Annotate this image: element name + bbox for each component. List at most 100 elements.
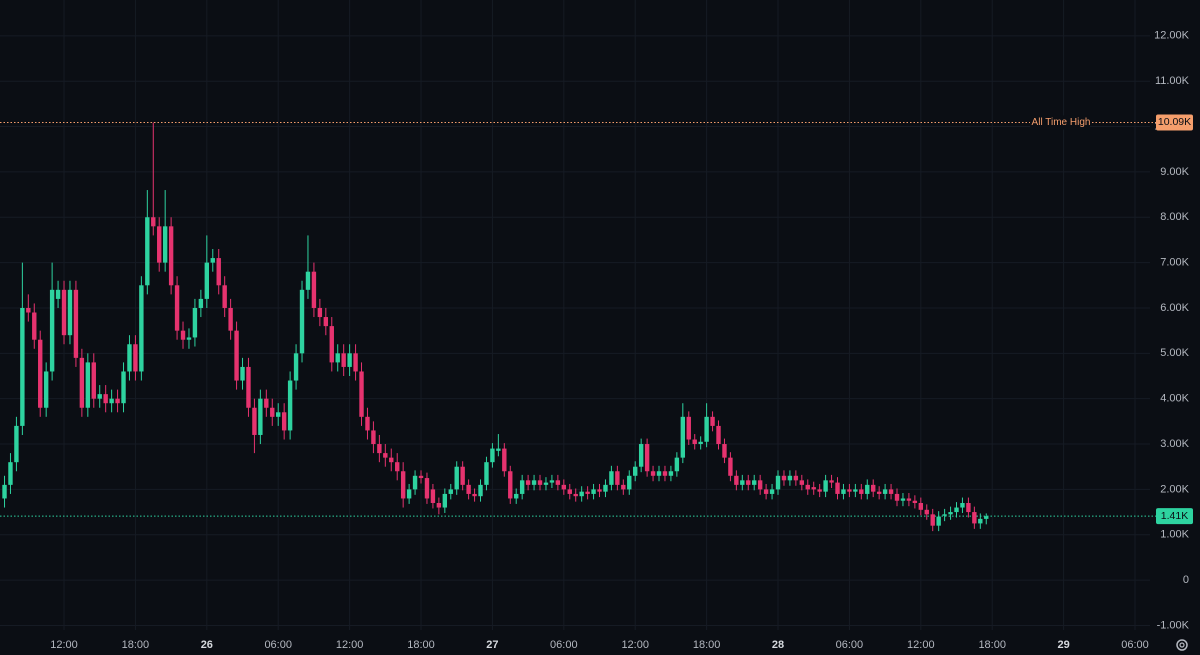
candle-body: [466, 484, 471, 494]
candle-body: [412, 475, 418, 490]
candle-body: [168, 226, 174, 286]
candle-body: [960, 503, 965, 508]
candle-body: [954, 507, 959, 513]
candle-body: [924, 509, 929, 515]
candle-body: [38, 339, 43, 408]
candle-body: [609, 471, 614, 485]
candle-body: [656, 471, 662, 476]
candle-body: [906, 498, 912, 501]
candle-body: [573, 493, 578, 497]
candle-body: [775, 475, 781, 490]
candle-body: [281, 412, 287, 431]
candle-body: [103, 394, 108, 404]
candle-body: [145, 217, 150, 286]
x-tick-label: 18:00: [693, 639, 721, 651]
candle-body: [276, 412, 281, 417]
y-tick-label: 5.00K: [1160, 347, 1189, 359]
y-tick-label: 2.00K: [1160, 483, 1189, 495]
candle-body: [882, 489, 888, 494]
candle-body: [133, 344, 138, 372]
candle-body: [597, 489, 602, 492]
candle-body: [519, 480, 525, 494]
candle-body: [871, 484, 876, 492]
candle-body: [377, 444, 382, 454]
candle-body: [234, 330, 239, 381]
candle-body: [948, 512, 953, 515]
candle-body: [865, 484, 870, 494]
candle-body: [508, 471, 513, 499]
candle-body: [716, 425, 721, 445]
candle-body: [537, 480, 543, 485]
candle-body: [287, 380, 293, 431]
y-tick-label: 0: [1183, 574, 1189, 586]
candle-body: [490, 448, 495, 463]
gear-outer[interactable]: [1176, 639, 1188, 651]
candle-body: [662, 471, 668, 476]
candle-body: [454, 466, 459, 490]
candle-body: [710, 416, 715, 426]
candle-body: [978, 518, 983, 524]
x-tick-label: 12:00: [621, 639, 649, 651]
candle-body: [674, 457, 680, 472]
candle-body: [627, 475, 632, 490]
candle-body: [531, 480, 537, 485]
candle-body: [853, 489, 858, 492]
candle-body: [157, 226, 162, 263]
x-tick-label: 06:00: [264, 639, 292, 651]
candle-body: [240, 366, 245, 381]
candle-body: [912, 500, 918, 504]
candle-body: [746, 480, 751, 485]
y-tick-label: -1.00K: [1157, 619, 1190, 631]
price-badge: [1156, 114, 1193, 131]
candle-body: [151, 217, 156, 227]
candle-body: [787, 475, 793, 481]
candle-body: [61, 289, 67, 336]
candle-body: [984, 516, 989, 519]
candle-body: [930, 514, 935, 526]
candle-body: [514, 493, 519, 499]
candle-body: [210, 258, 215, 263]
candle-body: [633, 466, 638, 476]
candle-body: [972, 512, 977, 524]
candle-body: [198, 298, 204, 308]
axes: -1.00K 0 1.00K 2.00K 3.00K 4.00K 5.00K 6.00K 7.0…: [50, 30, 1193, 651]
candle-body: [698, 441, 703, 445]
candle-body: [478, 484, 483, 497]
candle-body: [127, 344, 132, 372]
candle-body: [91, 362, 96, 399]
candle-body: [43, 371, 49, 408]
candle-body: [335, 353, 340, 363]
candle-body: [888, 489, 894, 494]
candle-body: [734, 475, 739, 485]
candle-body: [252, 407, 257, 435]
candle-body: [20, 307, 25, 426]
settings-icon[interactable]: [1176, 639, 1188, 651]
candle-body: [752, 480, 757, 485]
x-tick-label: 12:00: [907, 639, 935, 651]
candle-body: [329, 326, 334, 363]
candle-body: [900, 498, 906, 501]
candle-body: [555, 480, 561, 485]
candle-body: [894, 493, 900, 501]
candle-body: [496, 448, 501, 451]
candle-body: [442, 493, 448, 508]
candle-body: [305, 271, 311, 290]
candle-body: [406, 489, 412, 499]
candle-body: [621, 484, 626, 490]
candle-body: [246, 366, 251, 408]
y-tick-label: 11.00K: [1155, 75, 1190, 87]
candle-body: [222, 285, 227, 308]
candle-body: [14, 425, 19, 463]
price-line-name-bg: [1030, 115, 1090, 130]
candle-body: [317, 307, 323, 318]
candle-body: [341, 353, 346, 367]
candle-body: [395, 462, 400, 472]
x-tick-label: 26: [201, 639, 213, 651]
y-tick-label: 1.00K: [1160, 529, 1189, 541]
candle-body: [799, 480, 805, 485]
candle-body: [216, 258, 221, 286]
candle-body: [740, 480, 745, 485]
candle-body: [424, 478, 430, 499]
gear-inner[interactable]: [1179, 642, 1185, 648]
